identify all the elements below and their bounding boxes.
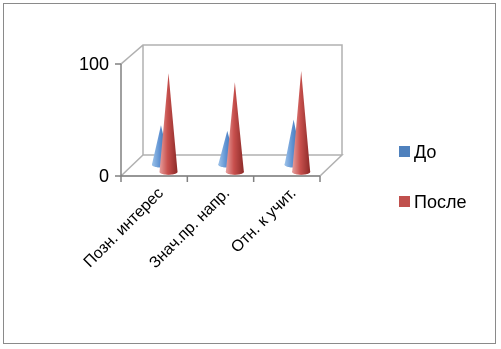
y-tick-label: 0 — [99, 166, 109, 186]
cones — [151, 71, 311, 175]
y-ticks: 0 100 — [79, 54, 121, 186]
legend-label: После — [414, 192, 466, 212]
y-tick-label: 100 — [79, 54, 109, 74]
category-label: Отн. к учит. — [228, 185, 300, 257]
cone-body — [159, 73, 178, 175]
legend: До После — [399, 142, 466, 212]
cone-mark — [225, 82, 244, 175]
legend-swatch — [399, 196, 410, 207]
legend-swatch — [399, 146, 410, 157]
back-wall-outline — [120, 44, 343, 155]
axis-layer — [120, 64, 320, 177]
cone-body — [292, 71, 311, 175]
legend-label: До — [414, 142, 436, 162]
cone-mark — [292, 71, 311, 175]
cone-mark — [159, 73, 178, 175]
cone-body — [225, 82, 244, 175]
